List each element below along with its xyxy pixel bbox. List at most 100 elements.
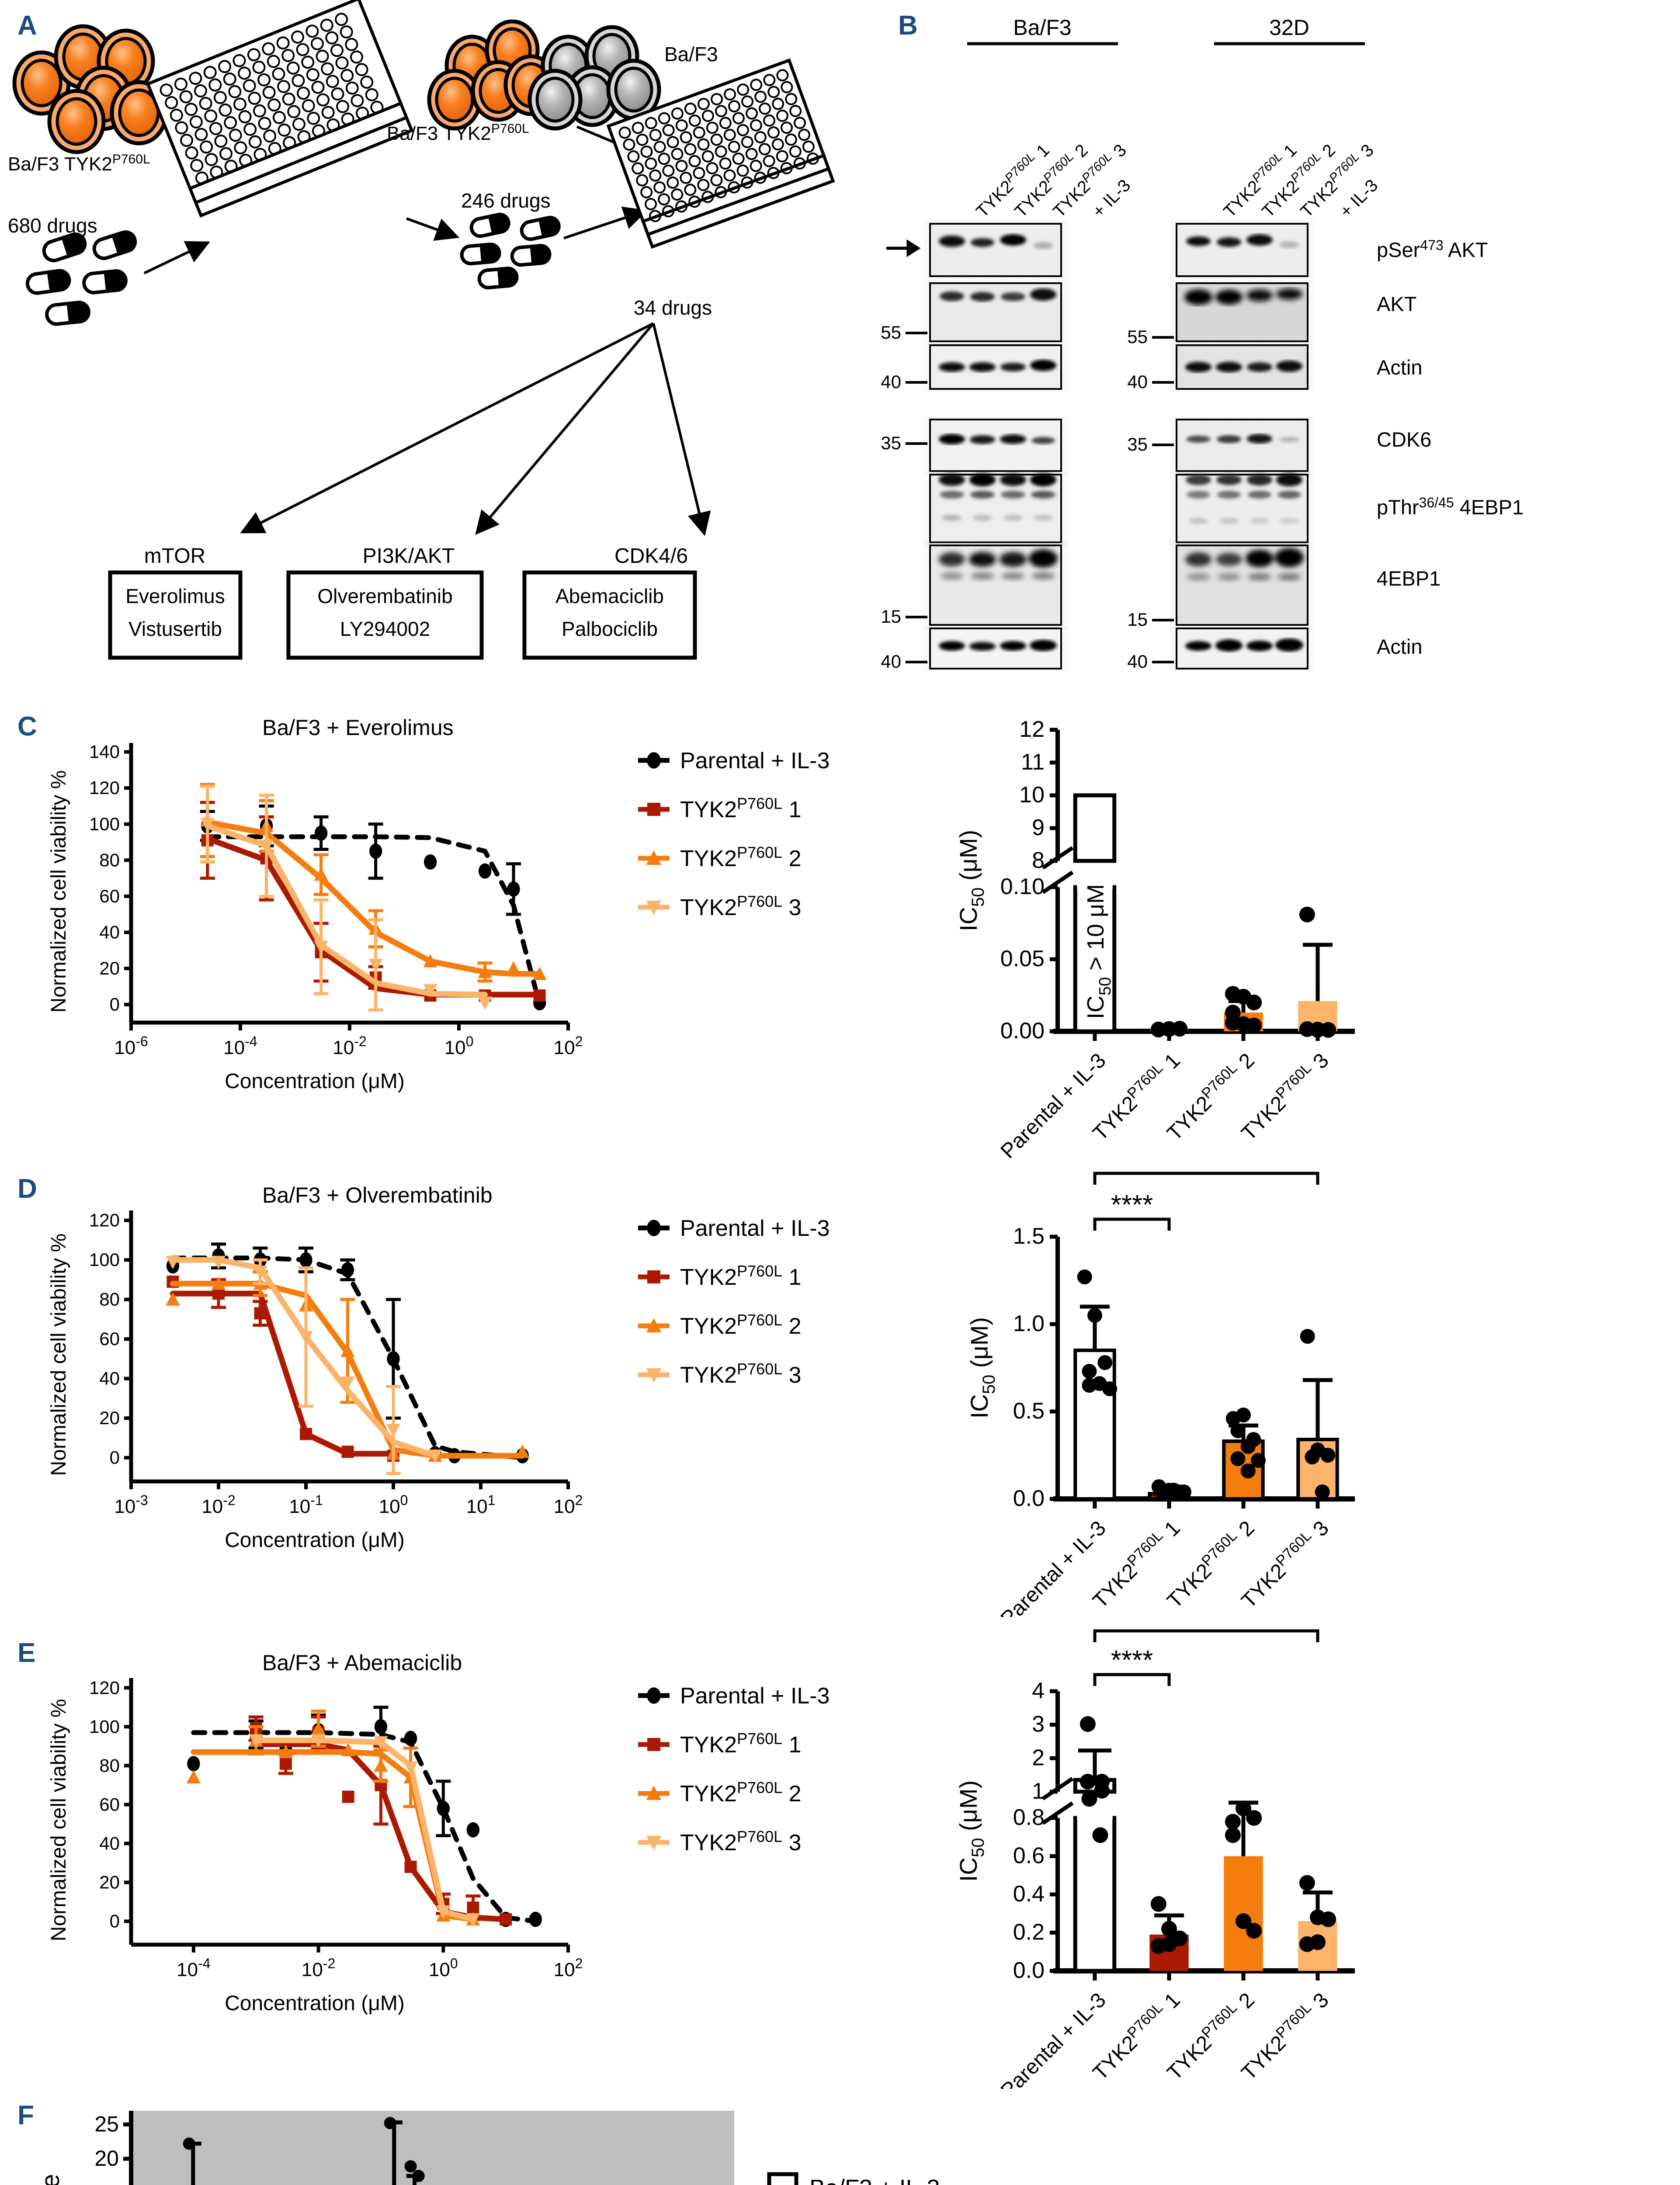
axis-tick-label: 10-2 bbox=[302, 1956, 335, 1980]
microplate-round2 bbox=[606, 58, 835, 249]
axis-tick-label: 120 bbox=[89, 1210, 120, 1231]
blot-row-4ebp1: 15 15 4EBP1 bbox=[881, 545, 1440, 630]
axis-tick-label: 1 bbox=[1032, 1779, 1045, 1804]
data-point bbox=[299, 1252, 312, 1268]
legend-label: TYK2P760L 2 bbox=[680, 1779, 802, 1807]
fit-curve bbox=[191, 1730, 538, 1924]
panel-a-diagram: Ba/F3 TYK2P760L 1st round 680 drugs bbox=[8, 0, 835, 660]
axis-tick-label: 0 bbox=[110, 1447, 120, 1468]
data-point bbox=[340, 1343, 355, 1357]
chart-title: Ba/F3 + Olverembatinib bbox=[262, 1183, 493, 1207]
data-point bbox=[533, 989, 546, 1002]
legend-label: Parental + IL-3 bbox=[680, 748, 830, 773]
scatter-point bbox=[1102, 1381, 1117, 1396]
cell-cluster-right-gray bbox=[528, 25, 661, 131]
axis-tick-label: 100 bbox=[444, 1034, 474, 1058]
data-point bbox=[253, 1266, 267, 1280]
axis-tick-label: 100 bbox=[89, 1716, 120, 1737]
axis-tick-label: 25 bbox=[94, 2112, 119, 2136]
mw-marker-left: 55 bbox=[881, 322, 901, 343]
data-point bbox=[166, 1256, 180, 1269]
axis-tick-label: 102 bbox=[554, 1034, 583, 1058]
series-legend: Parental + IL-3 TYK2P760L 1 TYK2P760L 2 TYK… bbox=[638, 1683, 830, 1856]
scatter-point bbox=[183, 2137, 195, 2150]
scatter-point bbox=[1246, 995, 1262, 1010]
capsule-group-680 bbox=[25, 230, 137, 326]
ic50-bar-chart-broken: 1 2 3 4 0.0 0.2 0.4 0.6 0.8 IC50 (μM) Parental + I… bbox=[955, 1626, 1355, 2089]
data-point bbox=[311, 1721, 326, 1735]
panelA-label-baf3-tyk2-right: Ba/F3 TYK2P760L bbox=[387, 121, 529, 144]
axis-tick-label: 9 bbox=[1032, 815, 1045, 840]
data-point bbox=[299, 1331, 313, 1345]
legend-item-clone2: TYK2P760L 2 bbox=[638, 1311, 802, 1339]
scatter-point bbox=[384, 2117, 396, 2130]
data-point bbox=[341, 1742, 355, 1756]
scatter-point bbox=[1150, 1896, 1166, 1912]
legend-label: TYK2P760L 2 bbox=[680, 843, 802, 871]
scatter-point bbox=[1246, 1810, 1262, 1826]
scatter-point bbox=[1299, 1875, 1315, 1891]
axis-tick-label: 80 bbox=[99, 1755, 120, 1776]
scatter-point bbox=[1240, 1464, 1256, 1478]
data-point bbox=[314, 825, 328, 841]
data-point bbox=[300, 1428, 312, 1440]
axis-tick-label: 60 bbox=[99, 1328, 120, 1349]
cell-cluster-right-orange bbox=[427, 19, 559, 131]
blot-row-actin-bottom: 40 40 Actin bbox=[881, 628, 1423, 672]
panelB-lane-labels-baf3: TYK2P760L 1 TYK2P760L 2 TYK2P760L 3 + IL… bbox=[972, 141, 1134, 222]
arrow-246-to-plate2 bbox=[563, 206, 648, 239]
axis-tick-label: 120 bbox=[89, 777, 120, 798]
bar-lower bbox=[1073, 1816, 1117, 1973]
legend-item-parental: Parental + IL-3 bbox=[638, 748, 830, 773]
data-point bbox=[342, 1790, 354, 1803]
scatter-point bbox=[1320, 1911, 1336, 1927]
data-point bbox=[311, 1734, 326, 1748]
arrow-34-to-pi3k bbox=[475, 323, 655, 535]
blot-target-label: CDK6 bbox=[1377, 428, 1431, 451]
mw-marker-right: 40 bbox=[1127, 371, 1148, 392]
significance-bracket bbox=[1093, 1629, 1319, 1642]
scatter-point bbox=[1082, 1364, 1097, 1379]
axis-tick-label: 101 bbox=[466, 1492, 496, 1517]
axis-tick-label: 40 bbox=[99, 1833, 120, 1853]
scatter-point bbox=[1236, 1408, 1251, 1422]
legend-item-parental: Parental + IL-3 bbox=[638, 1216, 830, 1241]
data-point bbox=[341, 1262, 354, 1278]
panel-letter-c: C bbox=[17, 711, 37, 742]
drug-label: Palbociclib bbox=[562, 617, 658, 640]
y-axis-label: Normalized cell viability % bbox=[47, 1699, 70, 1942]
data-point bbox=[387, 1351, 400, 1366]
scatter-point bbox=[1097, 1355, 1113, 1370]
axis-break-mark bbox=[1041, 1801, 1074, 1825]
axis-tick-label: 0.5 bbox=[1013, 1398, 1045, 1424]
axis-tick-label: 20 bbox=[99, 1408, 120, 1428]
axis-tick-label: 20 bbox=[99, 958, 120, 978]
mw-marker-right: 40 bbox=[1127, 651, 1148, 672]
blot-target-label: AKT bbox=[1377, 292, 1416, 316]
legend-item-clone1: TYK2P760L 1 bbox=[638, 1730, 802, 1758]
panelA-pathway-label-0: mTOR bbox=[144, 545, 205, 568]
data-point bbox=[529, 1911, 542, 1927]
data-point bbox=[374, 1736, 388, 1750]
panel-letter-f: F bbox=[17, 2100, 34, 2130]
axis-break-mark bbox=[1041, 1777, 1074, 1800]
data-point bbox=[386, 1424, 401, 1438]
legend-marker bbox=[646, 850, 662, 865]
mw-marker-right: 55 bbox=[1127, 326, 1148, 347]
panelA-label-baf3-right: Ba/F3 bbox=[664, 43, 718, 66]
drug-label: Everolimus bbox=[125, 585, 225, 607]
axis-tick-label: 10-3 bbox=[114, 1492, 148, 1517]
data-point bbox=[478, 863, 492, 879]
blot-target-label: 4EBP1 bbox=[1377, 567, 1440, 590]
axis-tick-label: 0.6 bbox=[1013, 1843, 1045, 1869]
y-axis-label: IC50 (μM) bbox=[955, 1780, 988, 1882]
axis-break-mark bbox=[1041, 871, 1074, 894]
x-axis-label: Concentration (μM) bbox=[225, 1992, 405, 2015]
legend-marker bbox=[646, 901, 662, 915]
scatter-point bbox=[1161, 1921, 1177, 1937]
chart-title: Ba/F3 + Everolimus bbox=[262, 715, 454, 740]
axis-tick-label: 100 bbox=[379, 1492, 408, 1517]
scatter-point bbox=[1246, 1923, 1262, 1939]
x-category-label: Parental + IL-3 bbox=[996, 1516, 1111, 1617]
